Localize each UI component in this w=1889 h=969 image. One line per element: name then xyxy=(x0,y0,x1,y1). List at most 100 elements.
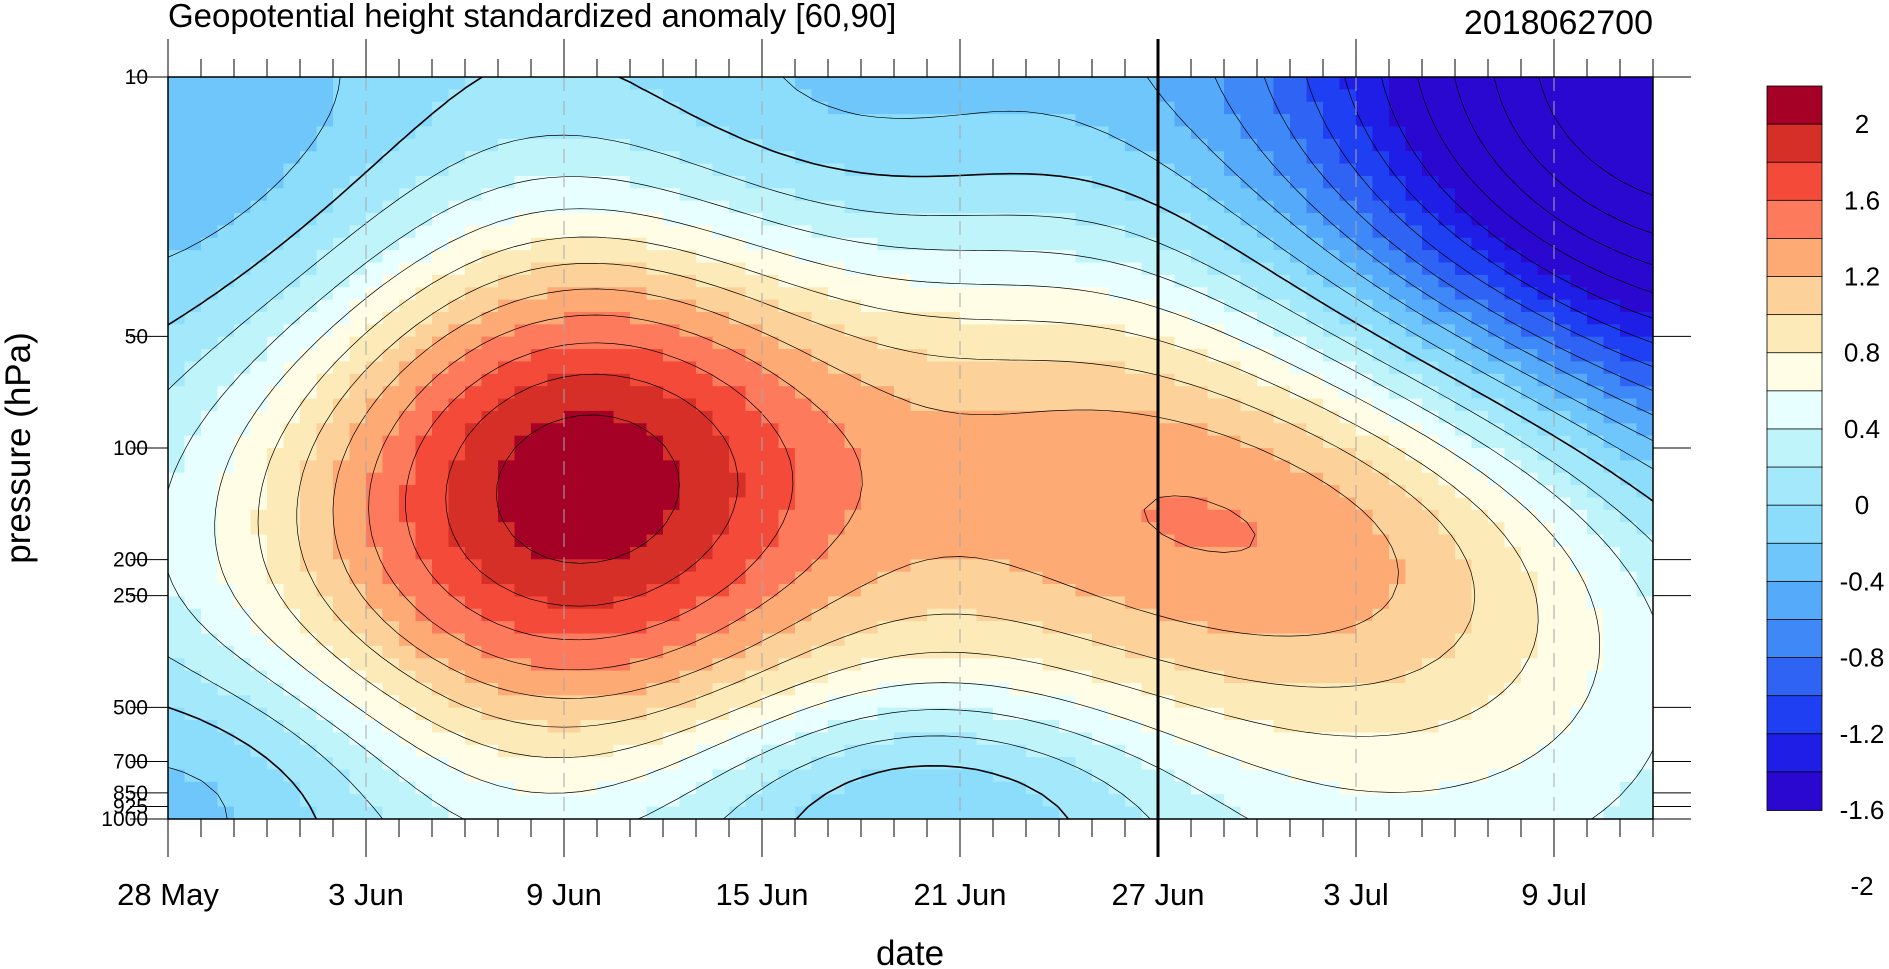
field-cell xyxy=(201,497,219,511)
field-cell xyxy=(679,200,697,214)
field-cell xyxy=(1521,584,1539,597)
field-cell xyxy=(564,89,582,103)
field-cell xyxy=(613,670,631,684)
field-cell xyxy=(267,213,285,226)
field-cell xyxy=(300,89,318,103)
field-cell xyxy=(250,732,268,746)
field-cell xyxy=(795,435,813,449)
field-cell xyxy=(201,299,219,313)
field-cell xyxy=(1158,633,1176,647)
field-cell xyxy=(1521,77,1539,90)
field-cell xyxy=(712,77,730,90)
field-cell xyxy=(762,89,780,103)
field-cell xyxy=(1092,522,1110,536)
field-cell xyxy=(1504,175,1522,189)
field-cell xyxy=(1504,546,1522,560)
field-cell xyxy=(1620,163,1638,177)
field-cell xyxy=(564,101,582,115)
field-cell xyxy=(580,311,598,325)
field-cell xyxy=(993,584,1011,597)
field-cell xyxy=(234,77,252,90)
field-cell xyxy=(1158,114,1176,128)
field-cell xyxy=(432,398,450,412)
field-cell xyxy=(267,410,285,424)
field-cell xyxy=(877,126,895,140)
field-cell xyxy=(1339,584,1357,597)
field-cell xyxy=(481,534,499,548)
field-cell xyxy=(1174,287,1192,301)
field-cell xyxy=(1570,720,1588,734)
field-cell xyxy=(811,509,829,523)
field-cell xyxy=(168,175,186,189)
field-cell xyxy=(283,373,301,387)
field-cell xyxy=(910,213,928,226)
field-cell xyxy=(168,546,186,560)
field-cell xyxy=(1026,423,1044,437)
field-cell xyxy=(415,163,433,177)
field-cell xyxy=(217,571,235,585)
field-cell xyxy=(1323,200,1341,214)
field-cell xyxy=(976,633,994,647)
field-cell xyxy=(1191,682,1209,696)
field-cell xyxy=(1339,485,1357,499)
field-cell xyxy=(1240,163,1258,177)
field-cell xyxy=(1092,559,1110,573)
field-cell xyxy=(333,287,351,301)
field-cell xyxy=(1290,559,1308,573)
field-cell xyxy=(1009,485,1027,499)
field-cell xyxy=(1290,497,1308,511)
field-cell xyxy=(679,720,697,734)
field-cell xyxy=(1405,163,1423,177)
field-cell xyxy=(1191,200,1209,214)
field-cell xyxy=(465,361,483,375)
field-cell xyxy=(1009,126,1027,140)
field-cell xyxy=(283,213,301,226)
field-cell xyxy=(1471,77,1489,90)
field-cell xyxy=(1108,534,1126,548)
field-cell xyxy=(894,311,912,325)
field-cell xyxy=(1455,448,1473,461)
field-cell xyxy=(877,237,895,251)
field-cell xyxy=(1620,114,1638,128)
field-cell xyxy=(1587,126,1605,140)
field-cell xyxy=(349,608,367,622)
field-cell xyxy=(1570,274,1588,288)
field-cell xyxy=(679,287,697,301)
field-cell xyxy=(415,138,433,152)
field-cell xyxy=(795,559,813,573)
field-cell xyxy=(399,559,417,573)
field-cell xyxy=(1191,299,1209,313)
field-cell xyxy=(531,633,549,647)
field-cell xyxy=(1389,720,1407,734)
field-cell xyxy=(1554,311,1572,325)
field-cell xyxy=(1587,311,1605,325)
field-cell xyxy=(168,101,186,115)
field-cell xyxy=(531,163,549,177)
field-cell xyxy=(712,534,730,548)
field-cell xyxy=(1306,435,1324,449)
field-cell xyxy=(481,546,499,560)
field-cell xyxy=(1207,509,1225,523)
field-cell xyxy=(217,596,235,610)
field-cell xyxy=(514,720,532,734)
field-cell xyxy=(1422,423,1440,437)
field-cell xyxy=(1537,720,1555,734)
field-cell xyxy=(1405,126,1423,140)
field-cell xyxy=(1537,633,1555,647)
field-cell xyxy=(1075,336,1093,350)
field-cell xyxy=(943,101,961,115)
field-cell xyxy=(1620,101,1638,115)
field-cell xyxy=(1620,175,1638,189)
field-cell xyxy=(1455,522,1473,536)
field-cell xyxy=(283,497,301,511)
field-cell xyxy=(1257,546,1275,560)
field-cell xyxy=(1092,645,1110,659)
field-cell xyxy=(1224,225,1242,239)
field-cell xyxy=(976,522,994,536)
field-cell xyxy=(910,707,928,721)
field-cell xyxy=(1026,114,1044,128)
field-cell xyxy=(580,188,598,202)
field-cell xyxy=(300,584,318,597)
field-cell xyxy=(1042,423,1060,437)
field-cell xyxy=(1158,126,1176,140)
